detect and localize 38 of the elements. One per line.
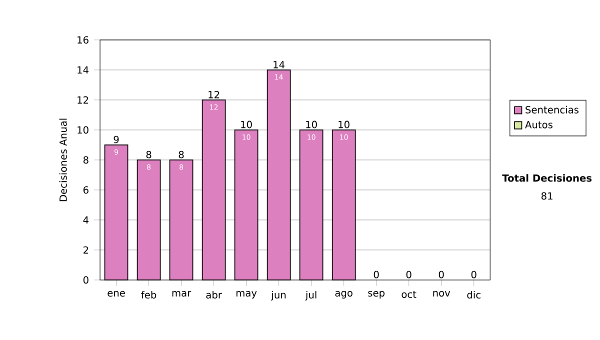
y-tick-label: 6 [83, 186, 88, 194]
y-axis-title: Decisiones Anual [59, 118, 67, 202]
total-label: 9 [114, 136, 119, 144]
total-label: 10 [338, 120, 350, 128]
total-label: 10 [306, 120, 317, 128]
x-tick-label: mar [172, 290, 192, 297]
y-tick-label: 2 [84, 246, 88, 254]
x-tick-label: jun [271, 290, 286, 300]
y-tick-label: 10 [78, 126, 88, 134]
total-label: 12 [208, 90, 220, 98]
x-tick-label: oct [402, 290, 416, 298]
legend-label: Sentencias [526, 106, 579, 114]
x-tick-label: ago [335, 290, 352, 299]
total-label: 0 [438, 270, 444, 278]
text: 81 [541, 192, 552, 200]
x-tick-label: ene [108, 290, 125, 297]
x-tick-label: may [236, 290, 257, 299]
text: Total Decisiones [502, 174, 592, 182]
x-tick-label: dic [467, 290, 480, 299]
y-tick-label: 8 [83, 156, 88, 164]
x-tick-label: abr [206, 290, 222, 299]
total-label: 0 [471, 270, 476, 278]
legend-label: Autos [525, 121, 552, 128]
total-label: 0 [406, 270, 412, 278]
y-tick-label: 14 [78, 66, 89, 74]
y-tick-label: 0 [83, 276, 88, 284]
y-tick-label: 12 [78, 96, 88, 104]
y-tick-label: 16 [78, 36, 88, 44]
total-label: 8 [178, 150, 184, 158]
total-label: 0 [374, 270, 379, 278]
x-tick-label: sep [368, 290, 385, 299]
x-tick-label: nov [433, 290, 450, 297]
total-label: 8 [146, 150, 152, 158]
total-label: 10 [241, 120, 252, 128]
total-label: 14 [274, 61, 285, 68]
x-tick-label: jul [305, 290, 316, 300]
y-tick-label: 4 [83, 216, 89, 224]
x-tick-label: feb [141, 290, 156, 299]
